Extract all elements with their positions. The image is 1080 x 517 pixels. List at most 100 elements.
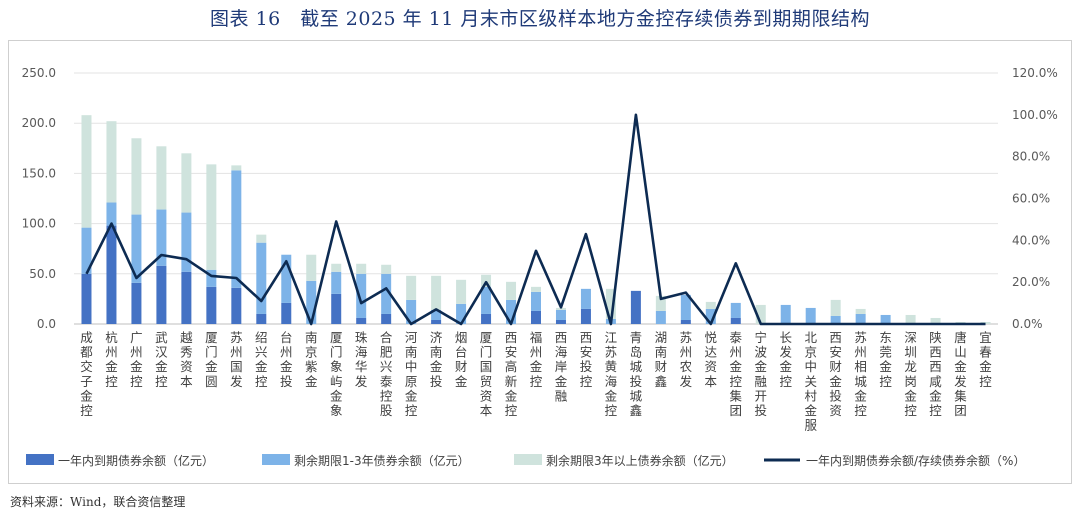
bar-within-1y <box>131 282 142 324</box>
bar-over-3y <box>156 146 167 210</box>
x-tick-label: 珠海华发 <box>355 330 368 389</box>
bar-over-3y <box>905 314 916 324</box>
bar-over-3y <box>930 317 941 324</box>
bar-within-1y <box>481 313 492 324</box>
x-tick-label: 宜春金控 <box>979 330 992 389</box>
bar-over-3y <box>830 299 841 316</box>
x-tick-label: 成都交子金控 <box>80 330 93 418</box>
bar-over-3y <box>256 234 267 243</box>
bar-over-3y <box>131 138 142 215</box>
bar-over-3y <box>431 275 442 310</box>
ratio-line <box>85 113 986 326</box>
x-tick-label: 厦门国贸资本 <box>480 330 493 418</box>
bar-1-3y <box>780 304 791 324</box>
chart: 0.0 50.0 100.0 150.0 200.0 250.0 0.0% 20.0% 40.… <box>22 66 1058 468</box>
x-tick-label: 南京紫金 <box>305 330 318 389</box>
x-tick-label: 泰州金控集团 <box>730 330 743 418</box>
bar-1-3y <box>805 307 816 324</box>
y-right-tick-label: 120.0% <box>1012 66 1058 80</box>
bar-over-3y <box>605 288 616 319</box>
x-tick-label: 苏州农发 <box>680 330 693 389</box>
y-right-tick-label: 0.0% <box>1012 317 1043 331</box>
bar-1-3y <box>81 227 92 274</box>
bar-within-1y <box>181 271 192 324</box>
bar-over-3y <box>306 254 317 281</box>
bar-over-3y <box>406 275 417 300</box>
bar-1-3y <box>256 242 267 314</box>
x-tick-label: 西海岸金融 <box>555 330 568 403</box>
bar-within-1y <box>106 225 117 324</box>
bar-over-3y <box>206 164 217 270</box>
bar-within-1y <box>256 313 267 324</box>
bar-1-3y <box>855 313 866 324</box>
bar-1-3y <box>306 280 317 324</box>
bar-over-3y <box>481 274 492 287</box>
x-tick-label: 福州金控 <box>530 330 543 389</box>
bar-within-1y <box>281 302 292 324</box>
bar-over-3y <box>181 153 192 213</box>
source-note: 资料来源：Wind，联合资信整理 <box>10 495 186 509</box>
x-tick-label: 武汉金控 <box>155 330 168 389</box>
bar-1-3y <box>580 288 591 309</box>
y-left-tick-label: 100.0 <box>22 217 56 231</box>
legend-label: 剩余期限1-3年债券余额（亿元） <box>294 453 470 468</box>
x-tick-label: 河南中原金控 <box>405 330 418 418</box>
legend-swatch <box>262 454 290 465</box>
chart-frame <box>8 40 1072 484</box>
bar-1-3y <box>655 310 666 324</box>
bar-1-3y <box>830 315 841 324</box>
y-right-tick-label: 60.0% <box>1012 192 1050 206</box>
y-right-tick-label: 80.0% <box>1012 150 1050 164</box>
x-tick-label: 济南金投 <box>430 330 443 389</box>
bar-within-1y <box>531 310 541 324</box>
bar-over-3y <box>356 263 367 274</box>
bar-within-1y <box>156 265 167 324</box>
x-tick-label: 厦门金圆 <box>205 330 218 389</box>
legend-label: 剩余期限3年以上债券余额（亿元） <box>546 453 734 468</box>
x-tick-label: 厦门象屿金象 <box>330 330 343 418</box>
x-tick-label: 长发金控 <box>779 330 792 389</box>
y-left-tick-label: 50.0 <box>29 267 56 281</box>
bar-1-3y <box>531 291 541 311</box>
bar-within-1y <box>206 286 217 324</box>
bar-1-3y <box>331 271 342 294</box>
bar-over-3y <box>531 286 541 292</box>
x-tick-label: 西安高新金控 <box>505 330 518 418</box>
bar-within-1y <box>381 313 392 324</box>
bar-over-3y <box>231 165 242 171</box>
bar-1-3y <box>131 214 142 283</box>
legend: 一年内到期债券余额（亿元） 剩余期限1-3年债券余额（亿元） 剩余期限3年以上债券余… <box>26 453 1025 468</box>
bar-1-3y <box>206 269 217 287</box>
bar-over-3y <box>655 295 666 311</box>
y-right-tick-label: 100.0% <box>1012 108 1058 122</box>
x-tick-label: 合肥兴泰控股 <box>380 330 393 418</box>
x-tick-label: 深圳龙岗金控 <box>904 330 917 418</box>
legend-swatch <box>514 454 542 465</box>
bar-over-3y <box>456 279 467 304</box>
bar-within-1y <box>331 293 342 324</box>
x-tick-label: 青岛城投城鑫 <box>630 330 643 418</box>
bar-within-1y <box>555 319 566 324</box>
bar-1-3y <box>106 202 117 226</box>
x-tick-label: 广州金控 <box>130 330 143 389</box>
bar-1-3y <box>181 212 192 272</box>
bar-over-3y <box>506 281 517 300</box>
x-tick-label: 越秀资本 <box>180 330 193 389</box>
x-tick-label: 湖南财鑫 <box>655 330 668 389</box>
y-left-axis: 0.0 50.0 100.0 150.0 200.0 250.0 <box>22 66 56 331</box>
bar-within-1y <box>730 317 741 324</box>
y-right-tick-label: 40.0% <box>1012 233 1050 247</box>
y-right-tick-label: 20.0% <box>1012 275 1050 289</box>
y-left-tick-label: 250.0 <box>22 66 56 80</box>
bar-over-3y <box>980 321 991 324</box>
legend-swatch <box>26 454 54 465</box>
legend-label: 一年内到期债券余额/存续债券余额（%） <box>806 453 1025 468</box>
bar-1-3y <box>880 314 891 324</box>
bar-1-3y <box>680 294 691 320</box>
bar-1-3y <box>555 309 566 320</box>
bar-within-1y <box>680 319 691 324</box>
bar-1-3y <box>481 286 492 314</box>
bar-1-3y <box>381 273 392 314</box>
bar-1-3y <box>506 299 517 324</box>
y-right-axis: 0.0% 20.0% 40.0% 60.0% 80.0% 100.0% 120.0% <box>1012 66 1058 331</box>
